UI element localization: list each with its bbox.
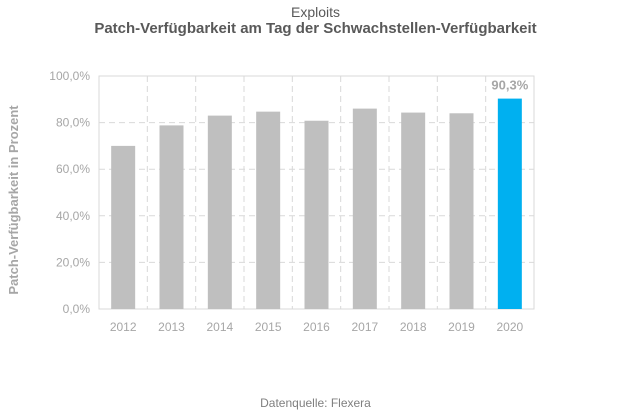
y-tick-label: 20,0%	[56, 255, 90, 269]
y-tick-label: 0,0%	[63, 302, 91, 316]
x-tick-label: 2020	[496, 320, 523, 334]
bar-2014	[207, 115, 232, 309]
labels: 0,0% 20,0% 40,0% 60,0% 80,0% 100,0% 2012 2013 20…	[49, 69, 528, 334]
y-tick-label: 60,0%	[56, 162, 90, 176]
x-tick-label: 2013	[158, 320, 185, 334]
chart-subtitle: Patch-Verfügbarkeit am Tag der Schwachst…	[94, 20, 537, 37]
bar-2020	[497, 98, 522, 309]
bar-2019	[449, 113, 474, 309]
data-source: Datenquelle: Flexera	[260, 396, 371, 410]
bar-2017	[352, 108, 377, 310]
y-tick-label: 40,0%	[56, 209, 90, 223]
bar-2016	[304, 120, 329, 310]
bar-2018	[401, 112, 426, 310]
bar-2012	[111, 145, 136, 309]
x-tick-label: 2018	[400, 320, 427, 334]
bar-2015	[256, 111, 281, 309]
y-tick-label: 100,0%	[49, 69, 90, 83]
x-tick-label: 2019	[448, 320, 475, 334]
x-tick-label: 2016	[303, 320, 330, 334]
chart-title: Exploits	[290, 4, 341, 20]
x-tick-label: 2017	[351, 320, 378, 334]
y-axis-label: Patch-Verfügbarkeit in Prozent	[6, 105, 21, 295]
data-label: 90,3%	[491, 78, 528, 93]
x-tick-label: 2015	[255, 320, 282, 334]
x-tick-label: 2012	[110, 320, 137, 334]
x-tick-label: 2014	[206, 320, 233, 334]
bars	[111, 98, 522, 310]
y-tick-label: 80,0%	[56, 116, 90, 130]
bar-2013	[159, 125, 184, 310]
